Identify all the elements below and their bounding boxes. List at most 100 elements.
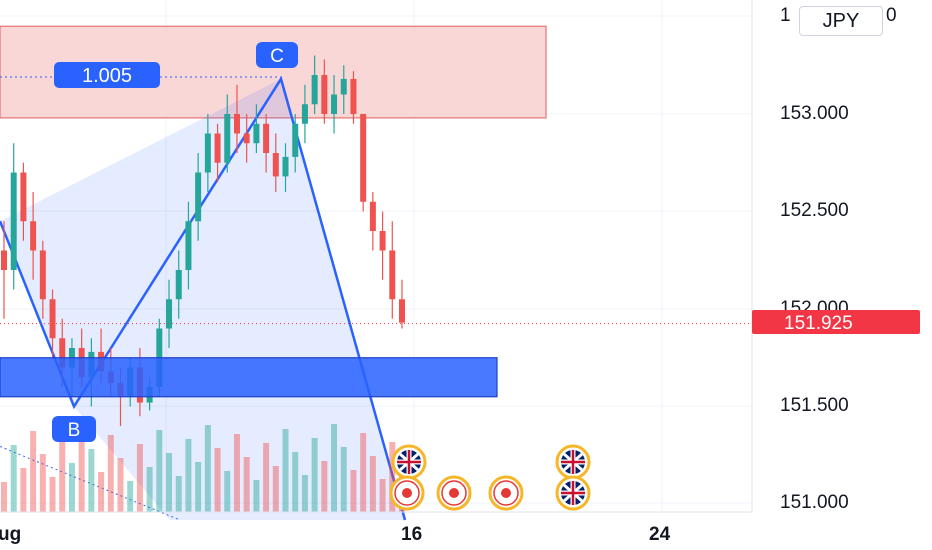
price-tick-top-suffix: 0	[886, 5, 897, 26]
candle-body	[321, 75, 328, 114]
candle-body	[166, 299, 173, 329]
japan-flag-icon[interactable]	[389, 475, 425, 511]
candle-body	[59, 338, 66, 368]
pattern-ratio-label[interactable]: 1.005	[54, 62, 160, 88]
volume-bar	[185, 439, 192, 512]
volume-bar	[321, 461, 328, 512]
volume-bar	[263, 443, 270, 512]
candle-body	[204, 133, 211, 173]
economic-events[interactable]	[389, 444, 591, 511]
volume-bar	[127, 481, 134, 512]
time-tick-left: ug	[0, 524, 21, 545]
volume-bar	[146, 467, 153, 512]
candle-body	[10, 172, 17, 270]
current-price-tag: 151.925	[752, 310, 920, 334]
time-tick: 24	[649, 524, 671, 545]
candle-body	[292, 123, 299, 157]
uk-flag-icon[interactable]	[555, 475, 591, 511]
volume-bar	[156, 430, 163, 512]
volume-bar	[389, 442, 396, 512]
volume-bar	[117, 458, 124, 512]
support-zone[interactable]	[0, 357, 498, 398]
pattern-legs	[0, 75, 407, 521]
volume-bar	[39, 454, 46, 512]
current-price-text: 151.925	[784, 313, 853, 334]
volume-bar	[1, 482, 7, 512]
volume-bar	[10, 445, 17, 512]
volume-bar	[175, 476, 182, 512]
currency-label[interactable]: JPY	[799, 6, 883, 36]
candle-body	[263, 123, 270, 153]
volume-bar	[369, 456, 376, 512]
volume-bar	[98, 472, 105, 512]
volume-bar	[59, 440, 66, 512]
candle-body	[30, 221, 37, 251]
candle-body	[243, 133, 250, 144]
candle-body	[389, 250, 396, 300]
volume-bar	[360, 433, 367, 512]
volume-bar	[68, 463, 75, 512]
volume-bar	[243, 457, 250, 512]
candle-body	[214, 133, 221, 163]
candle-body	[224, 114, 231, 163]
candle-body	[340, 78, 347, 95]
candle-body	[20, 172, 27, 222]
price-tick-top: 1	[780, 5, 791, 26]
pattern-point-b[interactable]: B	[52, 416, 96, 442]
uk-flag-icon[interactable]	[555, 444, 591, 480]
candle-body	[369, 201, 376, 231]
uk-flag-icon[interactable]	[391, 444, 427, 480]
candle-body	[39, 250, 46, 300]
price-tick: 151.500	[780, 395, 849, 416]
candle-body	[253, 123, 260, 144]
volume-bar	[204, 425, 211, 512]
volume-bar	[107, 435, 114, 512]
volume-bar	[233, 434, 240, 512]
volume-bar	[331, 424, 338, 512]
pattern-triangle-bcd	[74, 78, 405, 521]
volume-bar	[350, 470, 357, 512]
candle-body	[350, 78, 357, 114]
volume-bar	[49, 477, 56, 512]
price-axis[interactable]: 1 0 153.000 152.500 152.000 151.500 151.…	[752, 5, 920, 513]
volume-bar	[195, 462, 202, 512]
candle-body	[1, 250, 7, 270]
time-axis[interactable]: ug 16 24	[0, 524, 671, 545]
price-tick: 153.000	[780, 103, 849, 124]
volume-bar	[136, 444, 143, 512]
candle-body	[282, 156, 289, 177]
candle-body	[379, 231, 386, 251]
candle-body	[175, 270, 182, 300]
candle-body	[360, 114, 367, 202]
point-b-label: B	[68, 420, 81, 441]
candle-body	[195, 172, 202, 222]
volume-bar	[30, 431, 37, 512]
candle-body	[311, 75, 318, 105]
volume-bar	[166, 453, 173, 512]
pattern-point-c[interactable]: C	[256, 42, 298, 68]
volume-bar	[253, 480, 260, 512]
volume-bar	[340, 447, 347, 512]
volume-bar	[20, 468, 27, 512]
japan-flag-icon[interactable]	[488, 475, 524, 511]
volume-bar	[88, 449, 95, 512]
japan-flag-icon[interactable]	[436, 475, 472, 511]
time-tick: 16	[401, 524, 422, 545]
candle-body	[185, 221, 192, 270]
point-c-label: C	[270, 46, 284, 67]
volume-bar	[379, 479, 386, 512]
candle-body	[49, 299, 56, 339]
candle-body	[301, 104, 308, 124]
candle-body	[272, 153, 279, 177]
price-tick: 152.500	[780, 200, 849, 221]
volume-bar	[301, 475, 308, 512]
volume-bar	[311, 438, 318, 512]
candle-body	[233, 114, 240, 134]
volume-bar	[224, 471, 231, 512]
volume-bar	[292, 452, 299, 512]
volume-bar	[78, 426, 85, 512]
candle-body	[399, 299, 405, 323]
price-tick: 151.000	[780, 492, 849, 513]
candle-body	[331, 94, 338, 114]
